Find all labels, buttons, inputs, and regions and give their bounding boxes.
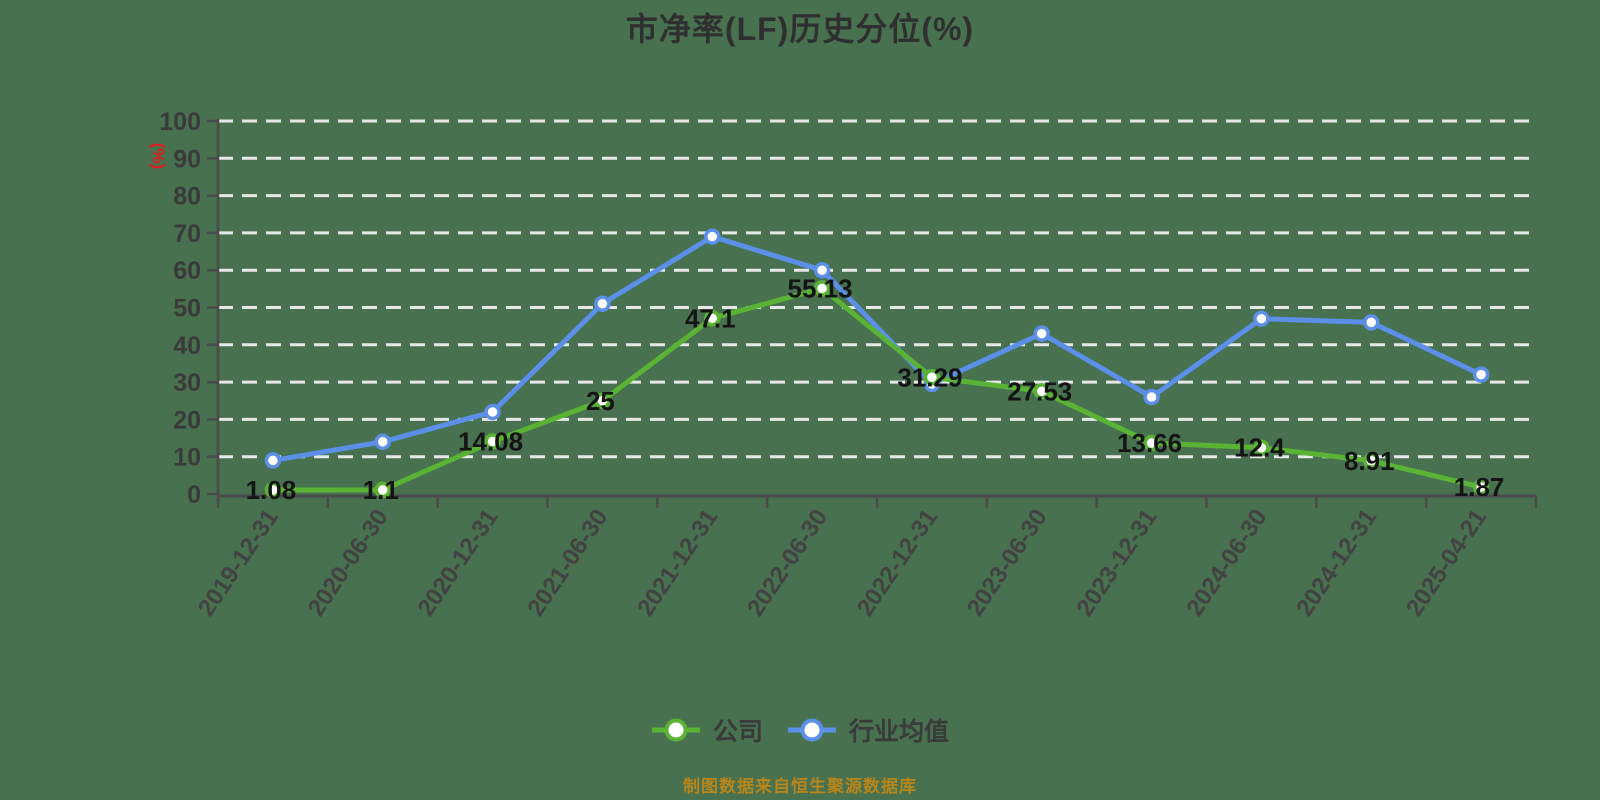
data-point-行业均值-2020-06-30[interactable] [374,433,391,451]
data-point-行业均值-2024-06-30[interactable] [1253,310,1270,327]
legend-item-industry-average[interactable]: 行业均值 [787,712,949,748]
x-tick-label-2024-06-30: 2024-06-30 [1181,504,1272,621]
x-tick-label-2025-04-21: 2025-04-21 [1401,504,1492,621]
data-label-公司-2025-04-21: 1.87 [1454,472,1505,502]
data-source-note: 制图数据来自恒生聚源数据库 [683,777,917,796]
data-label-公司-2019-12-31: 1.08 [246,475,297,505]
data-point-公司-2020-12-31[interactable] [484,433,501,450]
legend-label-industry-average: 行业均值 [849,718,950,746]
x-tick-label-2022-12-31: 2022-12-31 [852,504,943,621]
y-tick-label-0: 0 [187,481,201,509]
data-label-公司-2023-12-31: 13.66 [1117,428,1182,458]
x-tick-label-2021-06-30: 2021-06-30 [522,504,613,621]
y-tick-label-50: 50 [173,295,201,323]
y-tick-label-60: 60 [173,257,201,285]
legend-circle-industry [800,718,824,742]
data-label-公司-2021-06-30: 25 [586,386,615,416]
x-tick-label-2021-12-31: 2021-12-31 [632,504,723,621]
data-point-公司-2023-12-31[interactable] [1143,434,1160,452]
x-tick-label-2024-12-31: 2024-12-31 [1291,504,1382,621]
legend-marker-company-icon [651,718,700,742]
x-tick-label-2019-12-31: 2019-12-31 [193,504,284,621]
x-tick-label-2020-12-31: 2020-12-31 [413,504,504,621]
data-point-公司-2021-06-30[interactable] [594,392,611,409]
legend-marker-industry-icon [788,718,836,742]
data-point-行业均值-2020-12-31[interactable] [484,403,501,421]
y-tick-label-20: 20 [173,406,201,434]
data-label-公司-2021-12-31: 47.1 [685,303,736,333]
series-line-公司 [270,285,1484,493]
data-label-公司-2024-06-30: 12.4 [1234,433,1285,463]
data-point-行业均值-2025-04-21[interactable] [1472,366,1490,383]
data-point-公司-2023-06-30[interactable] [1033,383,1050,400]
legend-label-company: 公司 [712,718,763,746]
data-label-公司-2020-06-30: 1.1 [363,475,399,505]
y-tick-label-80: 80 [173,183,201,211]
data-point-公司-2019-12-31[interactable] [264,481,282,499]
data-point-行业均值-2023-06-30[interactable] [1033,325,1050,342]
x-tick-label-2023-06-30: 2023-06-30 [962,504,1053,621]
data-point-公司-2020-06-30[interactable] [374,481,391,499]
data-point-公司-2024-12-31[interactable] [1363,452,1380,470]
data-point-公司-2021-12-31[interactable] [704,310,721,327]
data-point-公司-2022-06-30[interactable] [813,280,831,297]
x-tick-label-2023-12-31: 2023-12-31 [1072,504,1163,621]
data-label-公司-2022-12-31: 31.29 [897,362,962,392]
data-label-公司-2022-06-30: 55.13 [788,273,853,303]
y-tick-label-10: 10 [173,444,201,472]
y-tick-label-90: 90 [173,145,201,173]
legend: 公司 行业均值 [0,712,1600,748]
data-point-行业均值-2022-06-30[interactable] [813,261,831,279]
data-point-行业均值-2019-12-31[interactable] [264,452,282,469]
y-tick-label-70: 70 [173,220,201,248]
data-point-行业均值-2024-12-31[interactable] [1363,314,1380,331]
y-tick-label-30: 30 [173,369,201,397]
series-line-行业均值 [270,234,1484,463]
data-label-公司-2023-06-30: 27.53 [1007,376,1072,406]
x-tick-label-2020-06-30: 2020-06-30 [303,504,394,621]
data-point-行业均值-2023-12-31[interactable] [1143,388,1160,406]
data-label-公司-2020-12-31: 14.08 [458,426,523,456]
y-tick-label-100: 100 [159,108,201,136]
y-tick-label-40: 40 [173,332,201,360]
x-tick-label-2022-06-30: 2022-06-30 [742,504,833,621]
legend-item-company[interactable]: 公司 [651,712,763,748]
data-point-行业均值-2021-06-30[interactable] [594,295,611,313]
data-point-公司-2022-12-31[interactable] [923,369,941,386]
data-label-公司-2024-12-31: 8.91 [1344,446,1395,476]
data-point-行业均值-2021-12-31[interactable] [704,228,721,245]
legend-circle-company [664,718,688,742]
data-point-公司-2024-06-30[interactable] [1253,439,1270,456]
chart-title: 市净率(LF)历史分位(%) [625,11,975,47]
data-point-公司-2025-04-21[interactable] [1472,478,1490,496]
